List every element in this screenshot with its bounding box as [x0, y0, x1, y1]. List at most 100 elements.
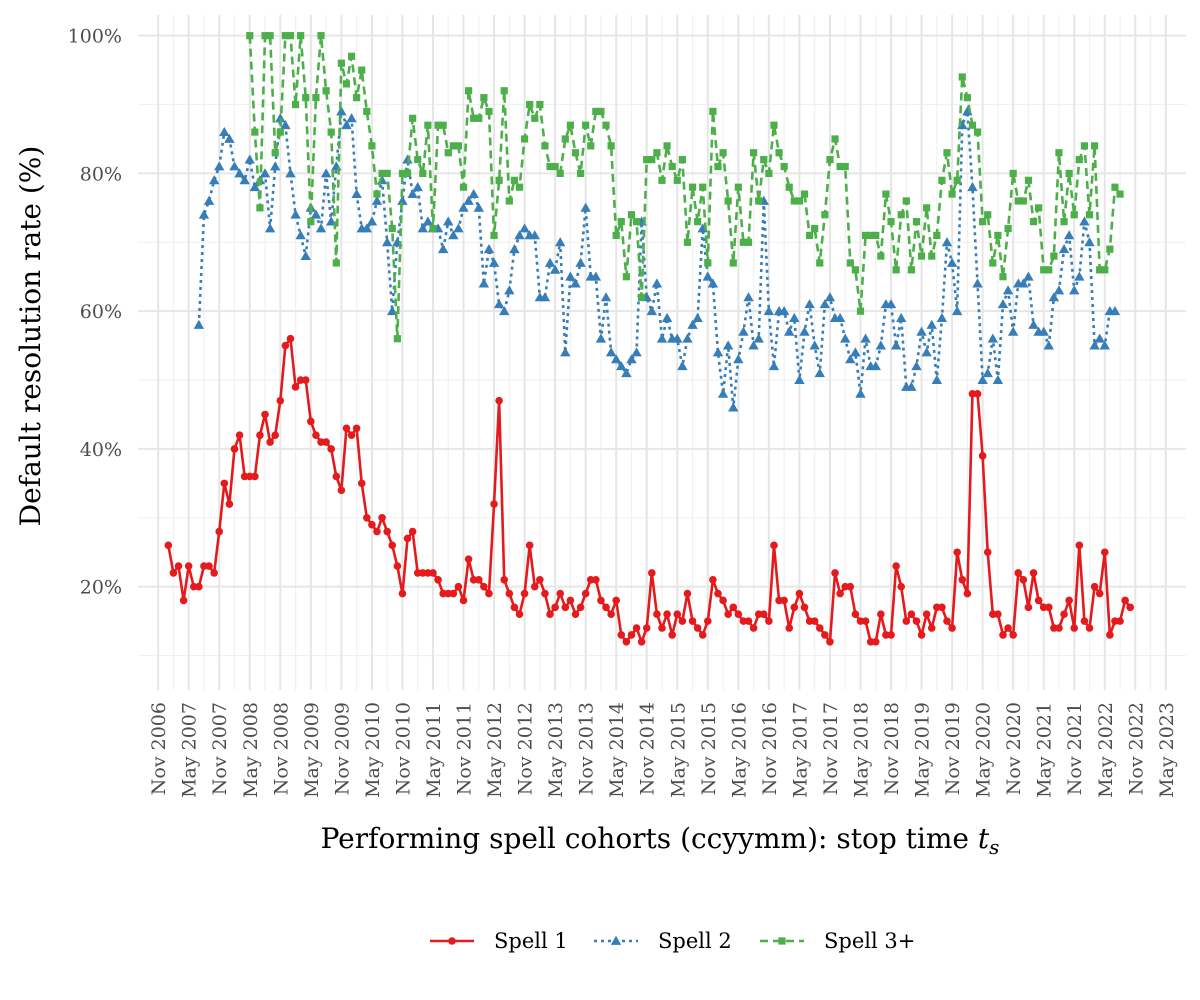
data-point-spell-1 [276, 396, 285, 405]
data-point-spell-3 [948, 190, 956, 198]
data-point-spell-1 [948, 624, 956, 632]
data-point-spell-3 [638, 293, 646, 301]
data-point-spell-1 [714, 589, 722, 598]
data-point-spell-1 [790, 603, 799, 612]
data-point-spell-1 [810, 617, 819, 625]
data-point-spell-1 [520, 589, 529, 598]
data-point-spell-3 [892, 266, 900, 274]
data-point-spell-3 [933, 231, 941, 240]
data-point-spell-2 [402, 154, 413, 164]
data-point-spell-2 [285, 168, 296, 178]
data-point-spell-3 [1050, 252, 1058, 260]
x-tick-label: May 2019 [912, 702, 934, 798]
data-point-spell-1 [261, 410, 269, 419]
data-point-spell-2 [656, 333, 668, 343]
data-point-spell-2 [778, 305, 790, 316]
data-point-spell-3 [984, 211, 992, 219]
data-point-spell-2 [1007, 326, 1019, 336]
x-tick-label: May 2009 [301, 702, 323, 798]
data-point-spell-1 [1065, 596, 1073, 605]
data-point-spell-2 [264, 223, 276, 233]
data-point-spell-2 [259, 168, 271, 178]
data-point-spell-1 [688, 617, 697, 625]
data-point-spell-1 [719, 596, 727, 605]
data-point-spell-3 [307, 218, 315, 226]
data-point-spell-1 [485, 589, 493, 598]
data-point-spell-3 [897, 211, 905, 219]
data-point-spell-3 [775, 149, 783, 157]
data-point-spell-1 [938, 603, 946, 612]
data-point-spell-1 [301, 376, 310, 384]
data-point-spell-3 [322, 87, 330, 95]
legend: Spell 1 Spell 2 Spell 3+ [430, 929, 915, 953]
x-tick-label: Nov 2014 [637, 702, 659, 795]
data-point-spell-1 [709, 575, 717, 584]
data-point-spell-2 [1084, 237, 1095, 247]
data-point-spell-1 [1060, 610, 1068, 619]
data-point-spell-1 [561, 603, 570, 612]
data-point-spell-2 [824, 292, 836, 302]
data-point-spell-3 [963, 94, 971, 102]
data-point-spell-3 [902, 197, 910, 205]
data-point-spell-3 [821, 211, 829, 219]
data-point-spell-1 [546, 610, 554, 619]
data-point-spell-1 [642, 624, 651, 632]
data-point-spell-2 [371, 195, 383, 205]
data-point-spell-3 [688, 183, 697, 191]
data-point-spell-1 [622, 637, 631, 646]
data-point-spell-2 [1028, 319, 1039, 329]
data-point-spell-3 [953, 176, 961, 184]
data-point-spell-2 [1018, 278, 1029, 288]
data-point-spell-3 [271, 149, 279, 157]
data-point-spell-2 [926, 319, 937, 329]
data-point-spell-3 [989, 259, 997, 267]
data-point-spell-1 [927, 624, 936, 632]
series-line-spell-3 [248, 34, 1122, 341]
data-point-spell-2 [951, 305, 963, 316]
data-point-spell-2 [315, 223, 327, 233]
data-point-spell-1 [474, 575, 483, 584]
data-point-spell-2 [1048, 292, 1060, 302]
data-point-spell-2 [860, 333, 871, 343]
data-point-spell-2 [549, 264, 561, 274]
data-point-spell-2 [646, 305, 658, 316]
data-point-spell-1 [770, 541, 778, 550]
data-point-spell-1 [627, 631, 636, 639]
data-point-spell-1 [1004, 624, 1012, 632]
data-point-spell-1 [678, 617, 687, 625]
data-point-spell-2 [936, 312, 948, 322]
data-point-spell-3 [928, 252, 936, 260]
x-tick-label: May 2012 [484, 702, 506, 798]
data-point-spell-2 [320, 168, 332, 178]
data-point-spell-3 [337, 59, 345, 67]
data-point-spell-3 [1040, 266, 1048, 274]
data-point-spell-3 [872, 231, 880, 240]
data-point-spell-3 [556, 169, 564, 178]
data-point-spell-1 [179, 596, 188, 605]
data-point-spell-1 [877, 610, 885, 619]
data-point-spell-3 [398, 169, 407, 178]
data-point-spell-3 [694, 218, 702, 226]
data-point-spell-1 [673, 610, 682, 619]
data-point-spell-2 [906, 381, 917, 391]
data-point-spell-2 [1094, 333, 1105, 343]
x-tick-label: May 2013 [545, 702, 567, 798]
data-point-spell-1 [759, 610, 768, 619]
data-point-spell-3 [531, 114, 539, 122]
data-point-spell-2 [361, 223, 373, 233]
data-point-spell-3 [699, 183, 707, 191]
data-point-spell-3 [856, 307, 865, 315]
data-point-spell-1 [1116, 617, 1124, 625]
data-point-spell-1 [602, 603, 610, 612]
data-point-spell-1 [1029, 569, 1038, 577]
x-tick-label: Nov 2007 [209, 702, 231, 795]
data-point-spell-1 [668, 631, 676, 639]
data-point-spell-2 [249, 181, 261, 192]
data-point-spell-1 [383, 527, 391, 536]
data-point-spell-3 [800, 190, 809, 198]
data-point-spell-3 [923, 204, 931, 212]
data-point-spell-2 [992, 374, 1004, 384]
data-point-spell-3 [444, 149, 452, 157]
data-point-spell-3 [648, 156, 656, 164]
data-point-spell-1 [357, 479, 366, 488]
